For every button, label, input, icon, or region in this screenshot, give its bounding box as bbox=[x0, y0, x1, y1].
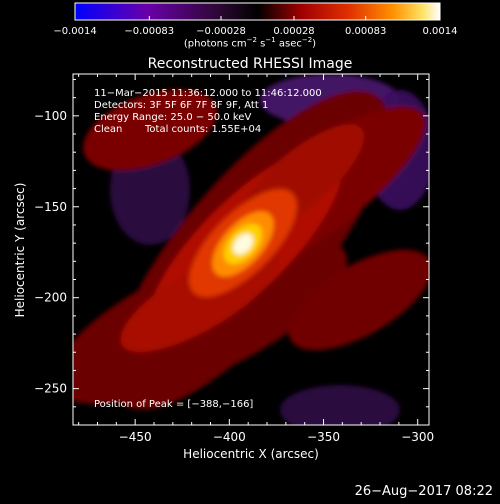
y-axis-ticks: −100 −150 −200 −250 bbox=[34, 78, 429, 426]
y-tick-label: −200 bbox=[34, 291, 67, 305]
colorbar bbox=[74, 2, 441, 21]
x-tick-label: −300 bbox=[401, 430, 434, 444]
colorbar-unit-label: (photons cm−2 s−1 asec−2) bbox=[183, 36, 317, 50]
colorbar-tick-label: −0.0014 bbox=[53, 26, 96, 37]
colorbar-tick-label: −0.00083 bbox=[124, 26, 174, 37]
y-tick-label: −250 bbox=[34, 382, 67, 396]
info-line-date: 11−Mar−2015 11:36:12.000 to 11:46:12.000 bbox=[94, 88, 322, 99]
info-line-energy: Energy Range: 25.0 − 50.0 keV bbox=[94, 112, 251, 123]
colorbar-tick-label: 0.00083 bbox=[345, 26, 386, 37]
plot-frame bbox=[72, 73, 430, 426]
x-tick-label: −450 bbox=[119, 430, 152, 444]
x-tick-label: −400 bbox=[213, 430, 246, 444]
chart-title: Reconstructed RHESSI Image bbox=[148, 56, 353, 72]
x-tick-label: −350 bbox=[307, 430, 340, 444]
y-tick-label: −100 bbox=[34, 109, 67, 123]
info-line-method: Clean bbox=[94, 124, 122, 135]
colorbar-ticks bbox=[74, 16, 441, 20]
colorbar-tick-label: 0.0014 bbox=[423, 26, 458, 37]
y-axis-label: Heliocentric Y (arcsec) bbox=[13, 183, 27, 318]
heatmap-image bbox=[73, 74, 429, 425]
y-tick-label: −150 bbox=[34, 200, 67, 214]
colorbar-tick-label: 0.00028 bbox=[273, 26, 314, 37]
info-line-counts: Total counts: 1.55E+04 bbox=[144, 124, 261, 135]
x-axis-label: Heliocentric X (arcsec) bbox=[183, 447, 319, 461]
info-line-detectors: Detectors: 3F 5F 6F 7F 8F 9F, Att 1 bbox=[94, 100, 268, 111]
colorbar-tick-labels: −0.0014 −0.00083 −0.00028 0.00028 0.00083 0.0… bbox=[53, 26, 457, 37]
x-axis-ticks: −450 −400 −350 −300 bbox=[78, 74, 434, 444]
timestamp: 26−Aug−2017 08:22 bbox=[355, 484, 493, 499]
peak-position-label: Position of Peak = [−388,−166] bbox=[94, 399, 253, 410]
colorbar-tick-label: −0.00028 bbox=[196, 26, 246, 37]
